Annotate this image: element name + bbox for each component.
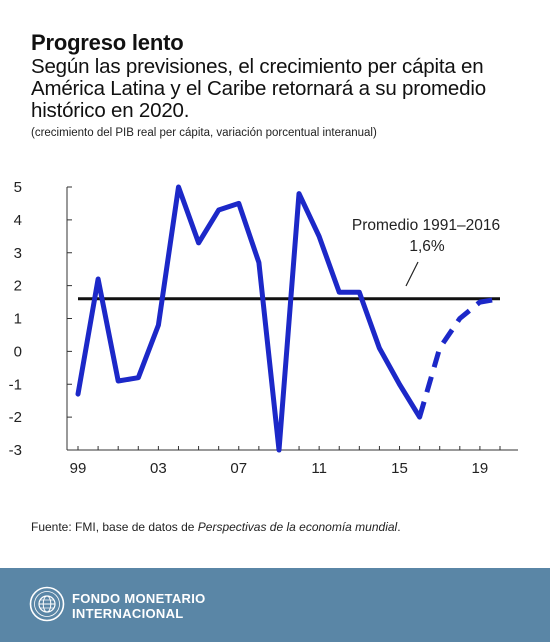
y-tick-label: -1 bbox=[9, 376, 22, 393]
y-tick-label: -2 bbox=[9, 409, 22, 426]
source-prefix: Fuente: FMI, base de datos de bbox=[31, 520, 198, 534]
x-tick-label: 11 bbox=[311, 460, 327, 477]
org-name-line1: FONDO MONETARIO bbox=[72, 591, 206, 606]
forecast-line bbox=[417, 296, 501, 418]
footer-bar: FONDO MONETARIO INTERNACIONAL bbox=[0, 568, 550, 642]
y-tick-label: 4 bbox=[14, 212, 22, 229]
chart-note: (crecimiento del PIB real per cápita, va… bbox=[31, 127, 377, 139]
line-chart: 5 4 3 2 1 0 -1 -2 -3 99 03 07 11 15 19 Promedio 1991–20… bbox=[9, 179, 518, 477]
y-tick-label: 1 bbox=[14, 311, 22, 328]
y-tick-label: 0 bbox=[14, 343, 22, 360]
average-pointer bbox=[405, 261, 419, 287]
x-tick-label: 15 bbox=[391, 460, 408, 477]
x-tick-label: 19 bbox=[472, 460, 489, 477]
average-value-label: 1,6% bbox=[409, 238, 445, 255]
y-tick-label: -3 bbox=[9, 442, 22, 459]
imf-seal-icon bbox=[29, 586, 65, 622]
org-name: FONDO MONETARIO INTERNACIONAL bbox=[72, 591, 206, 621]
y-tick-label: 5 bbox=[14, 179, 22, 196]
x-tick-label: 07 bbox=[230, 460, 247, 477]
y-tick-label: 2 bbox=[14, 278, 22, 295]
source-suffix: . bbox=[397, 520, 401, 534]
average-label: Promedio 1991–2016 bbox=[352, 217, 500, 234]
actual-line bbox=[75, 184, 423, 453]
x-tick-label: 03 bbox=[150, 460, 167, 477]
x-tick-label: 99 bbox=[70, 460, 87, 477]
chart-title: Progreso lento bbox=[31, 30, 184, 55]
org-name-line2: INTERNACIONAL bbox=[72, 606, 184, 621]
chart-subtitle: Según las previsiones, el crecimiento pe… bbox=[31, 55, 486, 122]
source-note: Fuente: FMI, base de datos de Perspectiv… bbox=[31, 520, 401, 534]
y-tick-label: 3 bbox=[14, 245, 22, 262]
source-italic: Perspectivas de la economía mundial bbox=[197, 520, 398, 534]
